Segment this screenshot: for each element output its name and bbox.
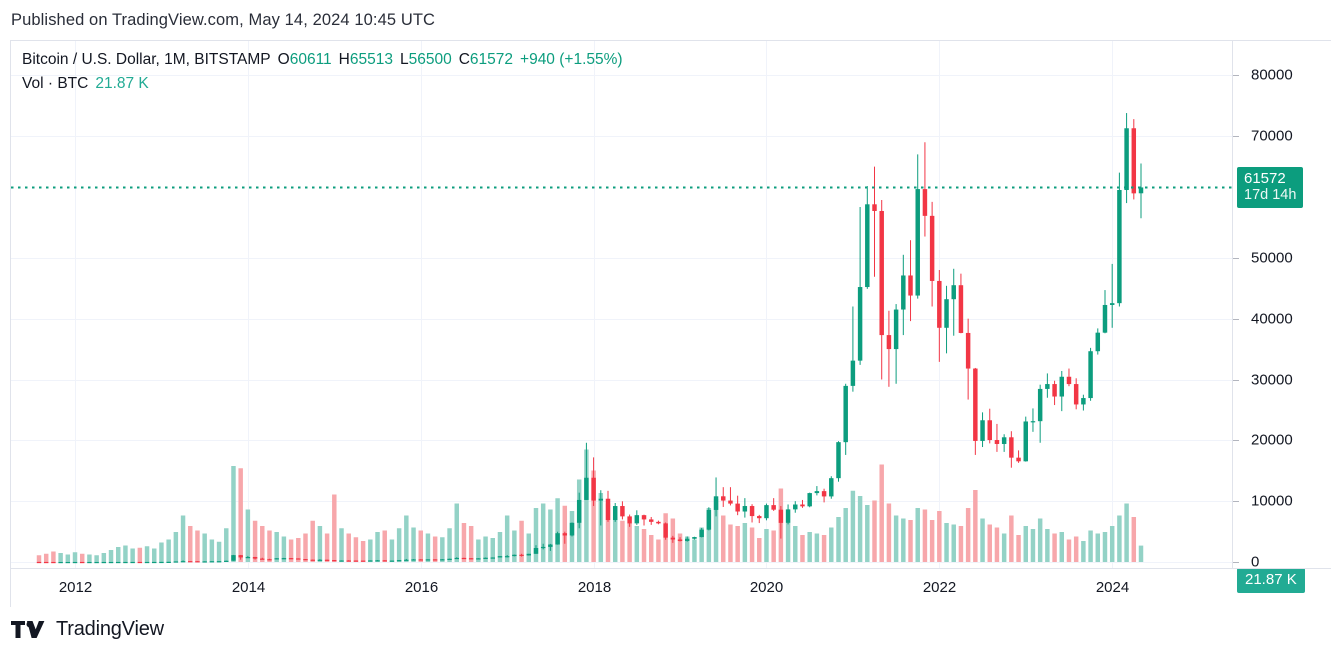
price-axis-label: 30000 xyxy=(1251,371,1293,388)
time-axis-label: 2012 xyxy=(58,579,93,596)
price-tick-mark xyxy=(1233,440,1239,442)
chart-container[interactable]: 80000 70000 50000 40000 30000 20000 10000 0 615… xyxy=(10,40,1331,607)
candlestick-svg xyxy=(11,41,1232,568)
price-axis-label: 70000 xyxy=(1251,127,1293,145)
price-axis-label: 80000 xyxy=(1251,66,1293,84)
current-price-value: 61572 xyxy=(1244,169,1286,187)
time-axis[interactable]: 2012 2014 2016 2018 2020 2022 2024 xyxy=(10,568,1331,607)
footer: TradingView xyxy=(11,618,164,641)
tradingview-logo-icon xyxy=(11,619,47,640)
published-header: Published on TradingView.com, May 14, 20… xyxy=(0,0,1341,40)
price-axis-label: 20000 xyxy=(1251,431,1293,449)
price-tick-mark xyxy=(1233,136,1239,138)
price-axis-label: 50000 xyxy=(1251,249,1293,267)
volume-value-badge: 21.87 K xyxy=(1237,568,1305,593)
time-axis-label: 2016 xyxy=(404,579,439,596)
bar-countdown: 17d 14h xyxy=(1244,186,1297,203)
price-tick-mark xyxy=(1233,318,1239,320)
price-tick-mark xyxy=(1233,501,1239,503)
time-axis-label: 2020 xyxy=(749,579,784,596)
price-tick-mark xyxy=(1233,379,1239,381)
price-axis-label: 10000 xyxy=(1251,492,1293,510)
price-axis[interactable]: 80000 70000 50000 40000 30000 20000 10000 0 615… xyxy=(1232,40,1331,593)
price-tick-mark xyxy=(1233,257,1239,259)
price-axis-label: 0 xyxy=(1251,553,1260,571)
tradingview-wordmark: TradingView xyxy=(56,618,164,640)
price-chart-plot[interactable] xyxy=(10,40,1232,568)
time-axis-label: 2024 xyxy=(1095,579,1130,596)
price-tick-mark xyxy=(1233,562,1239,563)
time-axis-label: 2018 xyxy=(577,579,612,596)
time-axis-label: 2022 xyxy=(922,579,957,596)
time-axis-label: 2014 xyxy=(231,579,266,596)
current-price-badge: 61572 17d 14h xyxy=(1237,166,1304,208)
price-axis-label: 40000 xyxy=(1251,310,1293,328)
price-tick-mark xyxy=(1233,75,1239,77)
published-text: Published on TradingView.com, May 14, 20… xyxy=(11,10,436,29)
